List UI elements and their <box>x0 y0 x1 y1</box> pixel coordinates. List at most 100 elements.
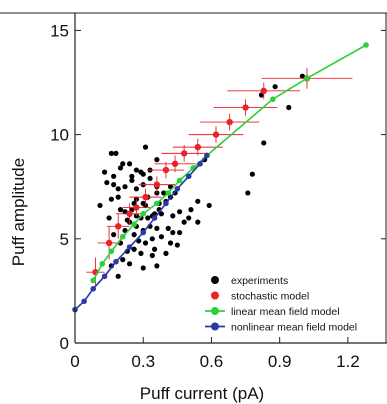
linear-mean-field-point <box>363 42 369 48</box>
stochastic-marker <box>105 239 113 247</box>
experiment-point <box>261 140 267 146</box>
nonlinear-mean-field-point <box>140 229 147 236</box>
nonlinear-mean-field-point <box>90 286 96 292</box>
linear-mean-field-point <box>90 277 96 284</box>
experiment-point <box>124 217 130 223</box>
y-axis-title: Puff amplitude <box>9 158 28 266</box>
legend-marker <box>211 307 219 315</box>
experiment-point <box>154 225 160 231</box>
experiment-point <box>299 73 306 79</box>
legend-marker <box>211 291 219 300</box>
stochastic-marker <box>260 87 267 95</box>
experiment-point <box>106 215 112 221</box>
stochastic-point <box>147 161 185 179</box>
experiment-point <box>111 182 117 188</box>
linear-mean-field-point <box>140 211 147 217</box>
experiment-point <box>131 246 137 252</box>
legend-entry: linear mean field model <box>205 306 340 318</box>
linear-mean-field-point <box>108 248 115 255</box>
experiment-point <box>158 211 165 217</box>
legend-entry: stochastic model <box>211 291 309 303</box>
experiment-point <box>133 167 139 173</box>
experiment-point <box>142 144 149 150</box>
x-tick-label: 0 <box>70 352 79 371</box>
legend-entry: experiments <box>211 275 288 287</box>
experiment-point <box>249 171 255 177</box>
experiment-point <box>108 150 114 156</box>
experiment-point <box>140 171 146 177</box>
experiment-point <box>286 104 292 111</box>
stochastic-point <box>129 188 162 206</box>
experiment-point <box>115 194 121 200</box>
x-tick-label: 0.3 <box>131 352 155 371</box>
linear-mean-field-point <box>270 96 276 102</box>
experiment-point <box>161 190 167 196</box>
stochastic-point <box>188 126 244 143</box>
experiment-point <box>177 229 183 236</box>
experiment-point <box>195 198 201 204</box>
nonlinear-mean-field-point <box>81 298 87 305</box>
experiment-point <box>97 202 103 209</box>
stochastic-point <box>227 82 301 100</box>
stochastic-marker <box>171 160 179 167</box>
stochastic-marker <box>126 210 133 217</box>
stochastic-point <box>106 213 130 239</box>
y-tick-label: 5 <box>60 230 69 249</box>
legend-entry: nonlinear mean field model <box>205 322 357 334</box>
experiment-point <box>158 234 165 240</box>
x-tick-label: 0.9 <box>268 352 292 371</box>
experiment-point <box>174 242 180 248</box>
legend-marker <box>211 322 219 331</box>
nonlinear-mean-field-point <box>163 200 169 207</box>
nonlinear-mean-field-point <box>204 152 210 159</box>
x-tick-label: 1.2 <box>336 352 360 371</box>
nonlinear-mean-field-point <box>113 258 119 265</box>
experiment-point <box>117 165 124 171</box>
experiment-point <box>154 157 160 163</box>
experiment-point <box>131 232 137 238</box>
linear-mean-field-point <box>131 221 137 228</box>
stochastic-marker <box>180 150 188 157</box>
x-axis-title: Puff current (pA) <box>140 384 264 403</box>
experiment-point <box>170 229 176 236</box>
stochastic-point <box>154 155 196 173</box>
experiment-point <box>151 246 158 252</box>
experiment-point <box>108 196 114 202</box>
y-tick-label: 0 <box>60 334 69 353</box>
stochastic-point <box>122 199 151 216</box>
stochastic-marker <box>162 166 170 174</box>
nonlinear-mean-field-point <box>151 215 158 221</box>
experiment-point <box>142 240 149 246</box>
nonlinear-mean-field-point <box>197 160 203 167</box>
stochastic-point <box>213 99 278 116</box>
stochastic-marker <box>226 118 233 126</box>
linear-mean-field-point <box>304 75 310 82</box>
linear-mean-field-line <box>92 44 367 281</box>
experiment-point <box>154 263 160 269</box>
experiment-point <box>272 84 278 90</box>
experiment-point <box>111 232 117 238</box>
plot-area <box>72 42 369 313</box>
experiment-point <box>140 265 146 271</box>
experiment-point <box>115 186 121 192</box>
experiment-point <box>120 257 126 263</box>
linear-mean-field-point <box>154 200 160 207</box>
nonlinear-mean-field-point <box>126 244 133 250</box>
experiment-point <box>149 252 155 259</box>
experiment-point <box>115 273 121 279</box>
stochastic-point <box>200 113 260 131</box>
experiment-point <box>170 213 176 219</box>
stochastic-point <box>172 138 223 156</box>
experiment-point <box>133 196 139 202</box>
stochastic-marker <box>212 131 220 138</box>
experiment-point <box>111 173 117 179</box>
experiment-point <box>206 202 212 209</box>
legend-label: stochastic model <box>231 291 309 303</box>
y-tick-label: 10 <box>50 126 69 145</box>
nonlinear-mean-field-point <box>174 185 181 192</box>
linear-mean-field-point <box>99 261 106 267</box>
linear-mean-field-point <box>165 190 172 196</box>
experiment-point <box>147 175 153 181</box>
